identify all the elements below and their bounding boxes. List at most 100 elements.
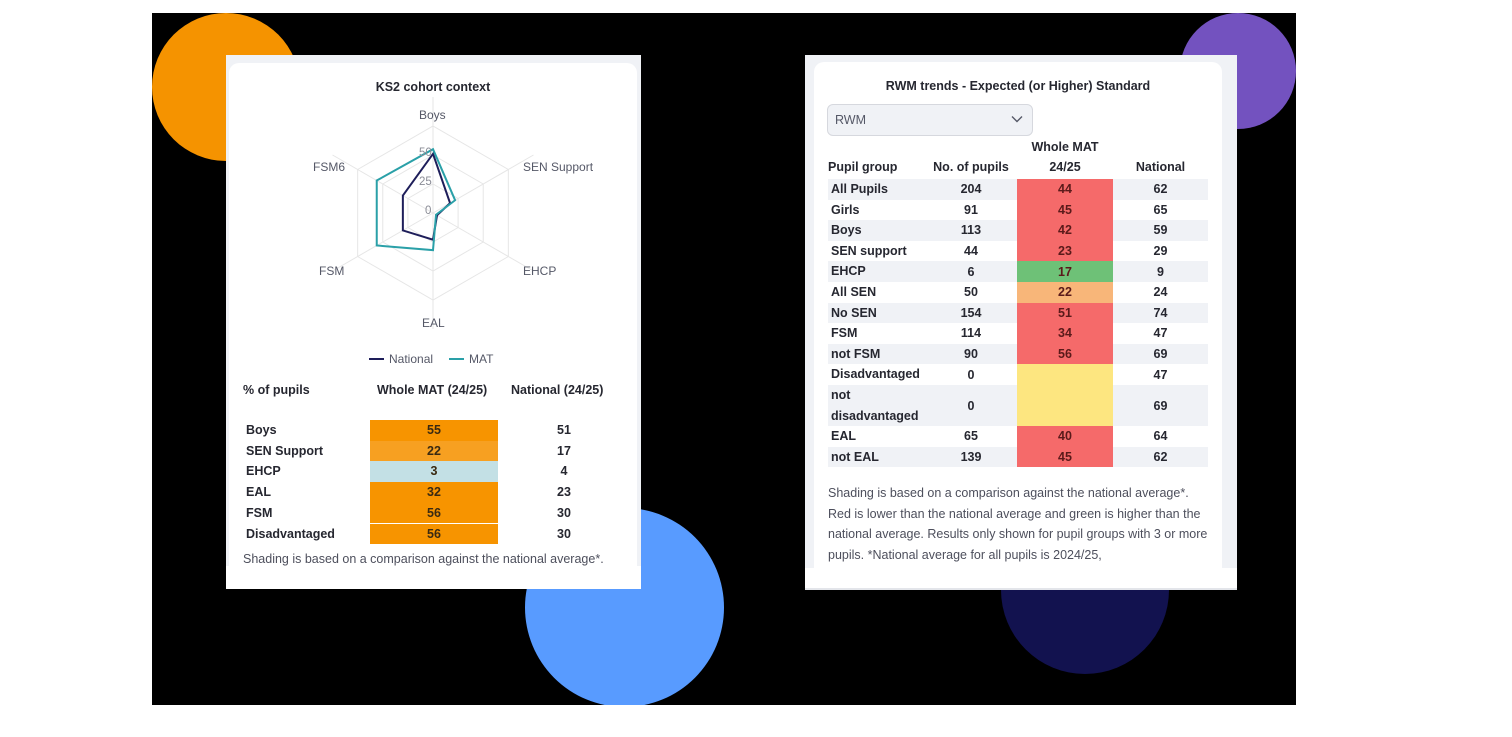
table-row: EHCP 3 4	[243, 461, 623, 483]
table-row: SEN Support 22 17	[243, 440, 623, 462]
table-row: EAL 32 23	[243, 482, 623, 503]
mat-value-cell: 42	[1017, 220, 1113, 241]
national-value-cell: 24	[1153, 285, 1168, 300]
axis-label-boys: Boys	[419, 108, 446, 122]
column-header-national: National (24/25)	[511, 383, 604, 397]
mat-value-cell: 3	[370, 461, 498, 483]
national-value-cell: 29	[1153, 244, 1168, 259]
pupil-count-cell: 114	[960, 326, 982, 341]
national-value-cell: 9	[1157, 264, 1164, 279]
mat-value-cell	[1017, 364, 1113, 385]
pupil-count-cell: 50	[964, 285, 978, 300]
table-row: No SEN 154 51 74	[828, 302, 1208, 324]
pupil-count-cell: 154	[960, 305, 982, 320]
table-row: SEN support 44 23 29	[828, 240, 1208, 262]
row-label: EHCP	[246, 464, 281, 479]
table-row: not EAL 139 45 62	[828, 446, 1208, 468]
table-row: All SEN 50 22 24	[828, 282, 1208, 303]
table-row: FSM 114 34 47	[828, 323, 1208, 344]
pupil-group-cell: not EAL	[831, 449, 879, 464]
national-value-cell: 64	[1153, 429, 1168, 444]
rwm-trends-card: RWM trends - Expected (or Higher) Standa…	[805, 55, 1237, 590]
radial-tick-25: 25	[419, 176, 432, 188]
radar-chart	[332, 97, 534, 329]
legend-item-national[interactable]: National	[369, 352, 433, 366]
pupil-group-cell: All SEN	[831, 285, 877, 300]
table-row: EHCP 6 17 9	[828, 261, 1208, 282]
column-header-national: National	[1135, 160, 1186, 174]
pupil-count-cell: 139	[960, 449, 982, 464]
pupil-group-cell: not disadvantaged	[831, 388, 919, 423]
pupil-group-cell: not FSM	[831, 346, 881, 361]
pupil-group-cell: All Pupils	[831, 182, 888, 197]
card-inner: KS2 cohort context Boys SEN Support EHCP…	[229, 63, 637, 566]
axis-label-fsm6: FSM6	[313, 160, 346, 174]
column-header-pupil-group: Pupil group	[828, 160, 898, 174]
header-line: 24/25	[1049, 160, 1081, 174]
pupil-count-cell: 113	[960, 223, 982, 238]
pupil-count-cell: 204	[960, 182, 982, 197]
national-value-cell: 62	[1153, 449, 1168, 464]
axis-label-ehcp: EHCP	[523, 264, 557, 278]
mat-value-cell: 40	[1017, 426, 1113, 447]
chevron-down-icon	[1011, 116, 1023, 123]
mat-value-cell: 22	[370, 440, 498, 462]
national-value-cell: 17	[557, 443, 571, 458]
pupil-group-cell: Disadvantaged	[831, 367, 920, 382]
axis-label-fsm: FSM	[319, 264, 345, 278]
chart-legend: National MAT	[369, 352, 493, 366]
national-value-cell: 4	[560, 464, 568, 479]
table-row: FSM 56 30	[243, 502, 623, 524]
chart-title: KS2 cohort context	[375, 80, 491, 94]
national-value-cell: 51	[557, 423, 571, 437]
radial-tick-0: 0	[425, 205, 432, 217]
pupil-count-cell: 0	[967, 367, 975, 382]
row-label: EAL	[246, 485, 271, 500]
shading-note: Shading is based on a comparison against…	[828, 486, 1208, 562]
mat-swatch-icon	[449, 358, 465, 360]
table-row: Girls 91 45 65	[828, 199, 1208, 221]
national-value-cell: 47	[1153, 326, 1168, 341]
table-row: Disadvantaged 0 47	[828, 364, 1208, 385]
legend-item-mat[interactable]: MAT	[449, 352, 493, 366]
mat-value-cell: 23	[1017, 240, 1113, 262]
subject-dropdown[interactable]: RWM	[827, 104, 1033, 136]
national-value-cell: 23	[557, 485, 571, 500]
radial-tick-50: 50	[419, 147, 432, 159]
table-row: All Pupils 204 44 62	[828, 179, 1208, 200]
pupil-group-cell: FSM	[831, 326, 858, 341]
pupil-count-cell: 6	[967, 264, 975, 279]
national-swatch-icon	[369, 358, 384, 360]
mat-value-cell: 45	[1017, 446, 1113, 468]
mat-value-cell: 22	[1017, 282, 1113, 303]
national-value-cell: 69	[1153, 347, 1168, 362]
row-label: Disadvantaged	[246, 526, 335, 541]
pupil-group-cell: EAL	[831, 429, 856, 444]
mat-value-cell: 56	[370, 502, 498, 524]
pupil-group-cell: No SEN	[831, 305, 877, 320]
table-row: not FSM 90 56 69	[828, 343, 1208, 365]
mat-value-cell: 56	[370, 523, 498, 545]
mat-value-cell	[1017, 385, 1113, 426]
mat-value-cell: 17	[1017, 261, 1113, 282]
pupil-group-cell: EHCP	[831, 264, 866, 279]
column-header-whole-mat: Whole MAT 24/25	[1017, 137, 1113, 177]
table-row: EAL 65 40 64	[828, 426, 1208, 447]
axis-label-sen-support: SEN Support	[523, 160, 594, 174]
national-value-cell: 69	[1153, 398, 1168, 413]
pupil-count-cell: 0	[967, 398, 975, 413]
national-value-cell: 59	[1153, 223, 1168, 238]
mat-value-cell: 51	[1017, 302, 1113, 324]
mat-value-cell: 45	[1017, 199, 1113, 221]
shading-note: Shading is based on a comparison against…	[243, 552, 604, 566]
pupil-group-cell: Boys	[831, 223, 862, 238]
row-label: SEN Support	[246, 443, 324, 458]
pupil-count-cell: 91	[964, 202, 978, 217]
column-header-whole-mat: Whole MAT (24/25)	[377, 383, 488, 397]
mat-value-cell: 56	[1017, 343, 1113, 365]
national-value-cell: 62	[1153, 182, 1168, 197]
national-value-cell: 30	[557, 526, 571, 541]
header-line: Whole MAT	[1031, 140, 1099, 154]
mat-value-cell: 32	[370, 482, 498, 503]
table-row: not disadvantaged 0 69	[828, 385, 1208, 426]
